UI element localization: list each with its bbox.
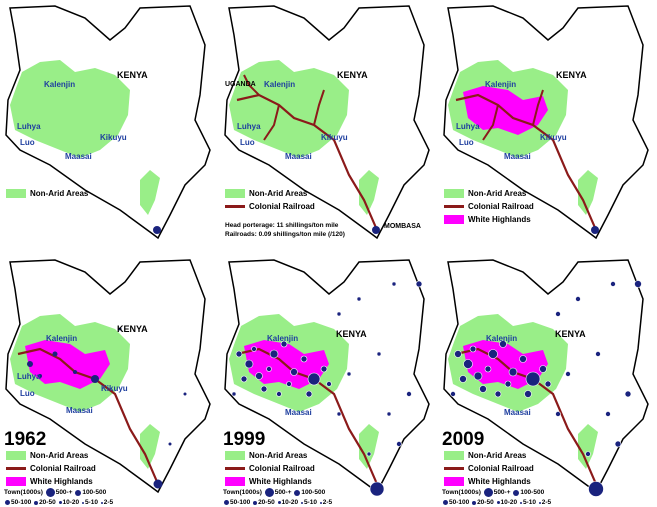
legend-non-arid: Non-Arid Areas <box>468 189 527 198</box>
region-luo: Luo <box>20 389 35 398</box>
legend-non-arid: Non-Arid Areas <box>30 451 89 460</box>
mombasa-town <box>372 226 380 234</box>
note-line-2: Railroads: 0.09 shillings/ton mile (/120… <box>225 231 345 238</box>
legend-railroad: Colonial Railroad <box>249 464 315 473</box>
kenya-map <box>443 259 649 497</box>
legend-railroad: Colonial Railroad <box>30 464 96 473</box>
legend-railroad: Colonial Railroad <box>468 202 534 211</box>
highlands-swatch <box>225 477 245 486</box>
country-label: KENYA <box>337 70 368 80</box>
region-luhya: Luhya <box>17 372 41 381</box>
town-markers <box>27 327 187 489</box>
railroad-swatch <box>225 467 245 470</box>
map-panel-highlands: KENYA Kalenjin Luhya Luo Kikuyu Maasai N… <box>438 0 657 253</box>
town-markers <box>231 280 423 497</box>
map-panel-railroad: UGANDA KENYA Kalenjin Luhya Luo Kikuyu M… <box>219 0 438 253</box>
map-panel-2009: KENYA Kalenjin Maasai 2009 Non-Arid Area… <box>438 254 657 507</box>
year-label: 1962 <box>4 429 47 450</box>
cost-note: Head porterage: 11 shillings/ton mile Ra… <box>225 221 345 239</box>
legend-railroad: Colonial Railroad <box>468 464 534 473</box>
region-kalenjin: Kalenjin <box>44 80 76 89</box>
town-markers <box>450 280 642 497</box>
legend-non-arid: Non-Arid Areas <box>249 189 308 198</box>
non-arid-swatch <box>444 189 464 198</box>
towns-title: Town(1000s) <box>442 489 481 497</box>
region-luo: Luo <box>240 138 255 147</box>
region-luhya: Luhya <box>456 122 480 131</box>
legend-highlands: White Highlands <box>249 477 312 486</box>
country-label: KENYA <box>117 70 148 80</box>
highlands-swatch <box>444 477 464 486</box>
kenya-map <box>5 259 211 493</box>
legend: Non-Arid Areas <box>6 187 88 200</box>
non-arid-swatch <box>225 189 245 198</box>
legend: Non-Arid Areas Colonial Railroad <box>225 187 315 213</box>
legend-non-arid: Non-Arid Areas <box>30 189 89 198</box>
legend-highlands: White Highlands <box>468 477 531 486</box>
region-maasai: Maasai <box>285 408 312 417</box>
region-kalenjin: Kalenjin <box>485 80 517 89</box>
region-kalenjin: Kalenjin <box>486 334 518 343</box>
non-arid-swatch <box>225 451 245 460</box>
region-kikuyu: Kikuyu <box>100 133 127 142</box>
mombasa-town <box>591 226 599 234</box>
country-label: KENYA <box>117 324 148 334</box>
region-luhya: Luhya <box>17 122 41 131</box>
towns-legend: Town(1000s) 500-+ 100-500 50-100 20-50 1… <box>223 488 333 507</box>
note-line-1: Head porterage: 11 shillings/ton mile <box>225 222 339 229</box>
year-label: 1999 <box>223 429 266 450</box>
highlands-swatch <box>444 215 464 224</box>
kenya-map <box>224 259 430 497</box>
towns-title: Town(1000s) <box>223 489 262 497</box>
non-arid-swatch <box>6 189 26 198</box>
legend: Non-Arid Areas Colonial Railroad White H… <box>225 449 315 488</box>
map-panel-1962: KENYA Kalenjin Luhya Luo Kikuyu Maasai 1… <box>0 254 219 507</box>
kenya-map <box>5 5 211 239</box>
legend-highlands: White Highlands <box>468 215 531 224</box>
region-maasai: Maasai <box>504 152 531 161</box>
legend-non-arid: Non-Arid Areas <box>249 451 308 460</box>
year-label: 2009 <box>442 429 485 450</box>
region-kalenjin: Kalenjin <box>264 80 296 89</box>
railroad-swatch <box>225 205 245 208</box>
place-uganda: UGANDA <box>225 81 256 88</box>
country-label: KENYA <box>555 329 586 339</box>
towns-legend: Town(1000s) 500-+ 100-500 50-100 20-50 1… <box>442 488 552 507</box>
region-maasai: Maasai <box>504 408 531 417</box>
mombasa-town <box>153 226 161 234</box>
map-panel-basic: KENYA Kalenjin Luhya Luo Kikuyu Maasai N… <box>0 0 219 253</box>
region-luo: Luo <box>459 138 474 147</box>
legend: Non-Arid Areas Colonial Railroad White H… <box>6 449 96 488</box>
non-arid-swatch <box>444 451 464 460</box>
country-label: KENYA <box>556 70 587 80</box>
region-kikuyu: Kikuyu <box>321 133 348 142</box>
region-kikuyu: Kikuyu <box>540 133 567 142</box>
towns-legend: Town(1000s) 500-+ 100-500 50-100 20-50 1… <box>4 488 114 507</box>
region-luhya: Luhya <box>237 122 261 131</box>
map-panel-1999: KENYA Kalenjin Maasai 1999 Non-Arid Area… <box>219 254 438 507</box>
region-kalenjin: Kalenjin <box>46 334 78 343</box>
towns-title: Town(1000s) <box>4 489 43 497</box>
region-kikuyu: Kikuyu <box>101 384 128 393</box>
region-maasai: Maasai <box>66 406 93 415</box>
legend: Non-Arid Areas Colonial Railroad White H… <box>444 449 534 488</box>
non-arid-swatch <box>6 451 26 460</box>
region-luo: Luo <box>20 138 35 147</box>
legend: Non-Arid Areas Colonial Railroad White H… <box>444 187 534 226</box>
place-mombasa: MOMBASA <box>384 223 421 230</box>
kenya-map <box>224 5 430 239</box>
railroad-swatch <box>444 467 464 470</box>
legend-railroad: Colonial Railroad <box>249 202 315 211</box>
railroad-swatch <box>6 467 26 470</box>
region-kalenjin: Kalenjin <box>267 334 299 343</box>
kenya-map <box>443 5 649 239</box>
region-maasai: Maasai <box>285 152 312 161</box>
legend-highlands: White Highlands <box>30 477 93 486</box>
highlands-swatch <box>6 477 26 486</box>
railroad-swatch <box>444 205 464 208</box>
legend-non-arid: Non-Arid Areas <box>468 451 527 460</box>
region-maasai: Maasai <box>65 152 92 161</box>
country-label: KENYA <box>336 329 367 339</box>
